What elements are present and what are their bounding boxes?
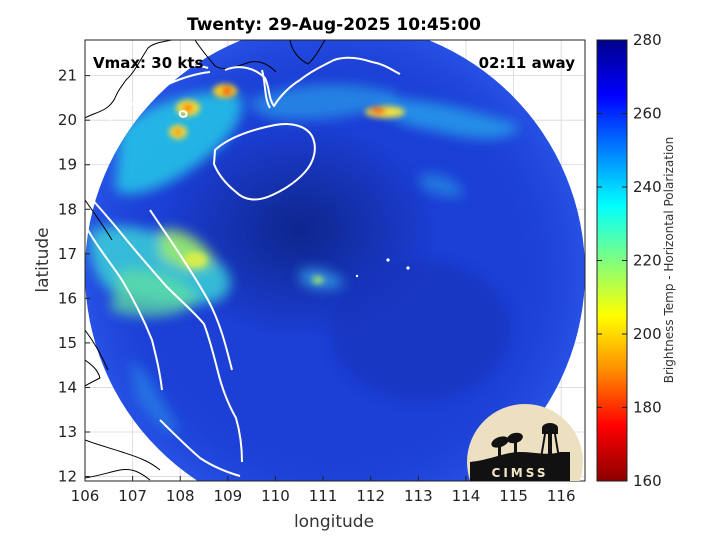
colorbar-tick-label: 160 <box>633 472 662 490</box>
y-tick-label: 16 <box>58 289 77 307</box>
x-tick-label: 108 <box>166 487 195 505</box>
colorbar-tick-label: 220 <box>633 252 662 270</box>
y-tick-label: 18 <box>58 200 77 218</box>
logo-ground <box>470 452 570 481</box>
convective-bands <box>89 84 520 433</box>
colorbar-label: Brightness Temp - Horizontal Polarizatio… <box>662 137 676 384</box>
colorbar-tick-label: 280 <box>633 31 662 49</box>
x-tick-label: 110 <box>261 487 290 505</box>
logo-tower <box>540 423 560 458</box>
x-tick-label: 114 <box>452 487 481 505</box>
x-axis-ticks: 106 107 108 109 110 111 112 113 114 115 116 <box>71 476 576 505</box>
x-tick-label: 113 <box>404 487 433 505</box>
colorbar-tick-label: 260 <box>633 105 662 123</box>
y-tick-label: 13 <box>58 423 77 441</box>
cimss-logo: CIMSS <box>467 404 583 481</box>
x-tick-label: 109 <box>214 487 243 505</box>
x-axis-label: longitude <box>294 512 374 532</box>
vmax-label: Vmax: 30 kts <box>93 54 203 72</box>
y-tick-label: 19 <box>58 156 77 174</box>
x-tick-label: 115 <box>499 487 528 505</box>
y-axis-label: latitude <box>33 227 53 292</box>
deep-convection <box>169 84 405 284</box>
time-away-label: 02:11 away <box>479 54 576 72</box>
chart-title: Twenty: 29-Aug-2025 10:45:00 <box>187 15 481 35</box>
plot-frame <box>84 39 586 482</box>
colorbar-tick-label: 180 <box>633 399 662 417</box>
logo-text: CIMSS <box>492 466 549 480</box>
y-tick-label: 20 <box>58 111 77 129</box>
y-tick-label: 21 <box>58 67 77 85</box>
logo-dishes <box>491 432 523 456</box>
y-tick-label: 17 <box>58 245 77 263</box>
colorbar-ticks: 160 180 200 220 240 260 280 <box>597 31 662 490</box>
coastlines <box>85 40 401 481</box>
y-tick-label: 14 <box>58 378 77 396</box>
x-tick-label: 116 <box>547 487 576 505</box>
x-tick-label: 107 <box>118 487 147 505</box>
y-tick-label: 12 <box>58 468 77 486</box>
colorbar-tick-label: 200 <box>633 325 662 343</box>
y-tick-label: 15 <box>58 334 77 352</box>
microwave-swath <box>85 40 585 481</box>
x-tick-label: 106 <box>71 487 100 505</box>
colorbar-tick-label: 240 <box>633 178 662 196</box>
x-tick-label: 112 <box>356 487 385 505</box>
y-axis-ticks: 12 13 14 15 16 17 18 19 20 21 <box>58 67 90 486</box>
x-tick-label: 111 <box>309 487 338 505</box>
